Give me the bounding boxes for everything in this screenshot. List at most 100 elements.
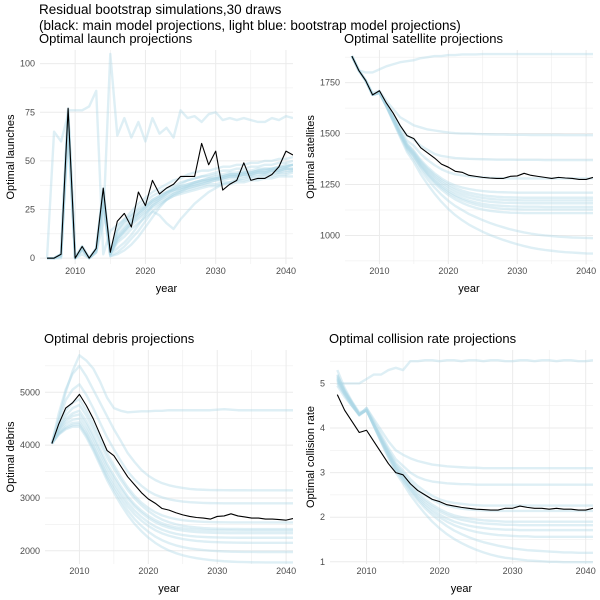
y-tick-label: 4000 — [20, 440, 40, 450]
bootstrap-series-line — [337, 359, 593, 385]
main-series-line — [336, 394, 593, 511]
x-tick-label: 2010 — [357, 566, 377, 576]
y-axis-label: Optimal collision rate — [305, 406, 317, 508]
bootstrap-series-line — [350, 55, 593, 137]
debris-panel: Optimal debris projections 2010 2020 2030 2… — [0, 300, 300, 600]
launch-panel-title: Optimal launch projections — [39, 31, 193, 46]
y-tick-label: 100 — [20, 59, 35, 69]
bootstrap-series-line — [336, 379, 593, 513]
y-tick-label: 2000 — [20, 546, 40, 556]
x-tick-label: 2030 — [207, 566, 227, 576]
x-tick-label: 2040 — [276, 566, 296, 576]
series-group — [45, 52, 293, 260]
y-axis-label: Optimal debris — [5, 421, 17, 492]
bootstrap-series-line — [50, 413, 293, 535]
launch-panel: Optimal launch projections 2010 2020 2030 2… — [0, 0, 300, 300]
bootstrap-series-line — [350, 55, 593, 209]
bootstrap-series-line — [350, 55, 593, 215]
bootstrap-series-line — [336, 374, 593, 555]
y-axis-label: Optimal satellites — [305, 115, 317, 199]
bootstrap-series-line — [350, 55, 593, 194]
debris-chart: 2010 2020 2030 2040 2000 3000 4000 5000 year Opti… — [5, 350, 296, 595]
satellite-chart: 2010 2020 2030 2040 1000 1250 1500 1750 year Opti… — [305, 50, 596, 295]
x-tick-label: 2020 — [430, 566, 450, 576]
y-tick-label: 4 — [320, 423, 325, 433]
bootstrap-series-line — [336, 374, 593, 539]
x-tick-label: 2010 — [65, 266, 85, 276]
bootstrap-series-line — [350, 55, 593, 162]
bootstrap-series-line — [50, 403, 293, 531]
bootstrap-series-line — [350, 55, 593, 205]
satellite-panel-title: Optimal satellite projections — [344, 31, 503, 46]
bootstrap-series-line — [336, 376, 593, 532]
x-tick-label: 2030 — [507, 266, 527, 276]
debris-panel-title: Optimal debris projections — [44, 331, 195, 346]
series-group — [336, 359, 593, 564]
y-axis-label: Optimal launches — [5, 114, 17, 199]
x-axis-label: year — [158, 583, 180, 595]
x-tick-label: 2010 — [69, 566, 89, 576]
series-group — [350, 52, 593, 255]
main-series-line — [351, 55, 593, 180]
satellite-panel: Optimal satellite projections 2010 2020 20… — [300, 0, 600, 300]
x-tick-label: 2020 — [135, 266, 155, 276]
y-tick-label: 1250 — [320, 180, 340, 190]
y-tick-label: 25 — [25, 205, 35, 215]
bootstrap-series-line — [336, 369, 593, 564]
collision-panel: Optimal collision rate projections 2010 2… — [300, 300, 600, 600]
x-tick-label: 2020 — [138, 566, 158, 576]
x-axis-label: year — [451, 583, 473, 595]
x-tick-label: 2010 — [369, 266, 389, 276]
collision-panel-title: Optimal collision rate projections — [329, 331, 517, 346]
figure-title-line2: (black: main model projections, light bl… — [39, 18, 461, 33]
y-tick-label: 5000 — [20, 387, 40, 397]
bootstrap-series-line — [47, 52, 293, 260]
y-tick-label: 75 — [25, 107, 35, 117]
x-tick-label: 2020 — [438, 266, 458, 276]
y-tick-label: 50 — [25, 156, 35, 166]
figure-title-line1: Residual bootstrap simulations,30 draws — [39, 2, 282, 17]
bootstrap-series-line — [336, 382, 593, 486]
y-tick-label: 5 — [320, 378, 325, 388]
y-tick-label: 1 — [320, 557, 325, 567]
x-tick-label: 2030 — [206, 266, 226, 276]
launch-chart: 2010 2020 2030 2040 0 25 50 75 100 year Optimal la… — [5, 50, 296, 295]
bootstrap-series-line — [50, 364, 293, 492]
y-tick-label: 3 — [320, 468, 325, 478]
bootstrap-series-line — [336, 378, 593, 523]
bootstrap-series-line — [50, 423, 293, 554]
bootstrap-series-line — [50, 425, 293, 564]
bootstrap-series-line — [350, 55, 593, 202]
bootstrap-series-line — [350, 52, 593, 74]
x-tick-label: 2030 — [503, 566, 523, 576]
x-tick-label: 2040 — [576, 266, 596, 276]
bootstrap-series-line — [350, 55, 593, 240]
bootstrap-series-line — [50, 421, 293, 545]
bootstrap-series-line — [350, 55, 593, 211]
bootstrap-series-line — [336, 380, 593, 507]
y-tick-label: 3000 — [20, 493, 40, 503]
bootstrap-series-line — [50, 417, 293, 539]
main-series-line — [51, 393, 293, 521]
bootstrap-series-line — [50, 409, 293, 532]
bootstrap-series-line — [336, 385, 593, 470]
bootstrap-series-line — [350, 55, 593, 199]
bootstrap-series-line — [50, 354, 293, 444]
x-axis-label: year — [156, 283, 178, 295]
bootstrap-series-line — [350, 55, 593, 255]
y-tick-label: 1500 — [320, 129, 340, 139]
x-axis-label: year — [458, 283, 480, 295]
series-group — [50, 354, 293, 564]
y-tick-label: 0 — [30, 253, 35, 263]
y-tick-label: 1750 — [320, 78, 340, 88]
collision-chart: 2010 2020 2030 2040 1 2 3 4 5 year Optimal collisi… — [305, 350, 596, 595]
main-series-line — [47, 107, 293, 259]
bootstrap-series-line — [50, 397, 293, 524]
y-tick-label: 2 — [320, 512, 325, 522]
bootstrap-series-line — [47, 89, 293, 260]
x-tick-label: 2040 — [276, 266, 296, 276]
figure-title: Residual bootstrap simulations,30 draws … — [39, 2, 461, 34]
x-tick-label: 2040 — [576, 566, 596, 576]
bootstrap-series-line — [50, 383, 293, 505]
bootstrap-series-line — [336, 377, 593, 527]
